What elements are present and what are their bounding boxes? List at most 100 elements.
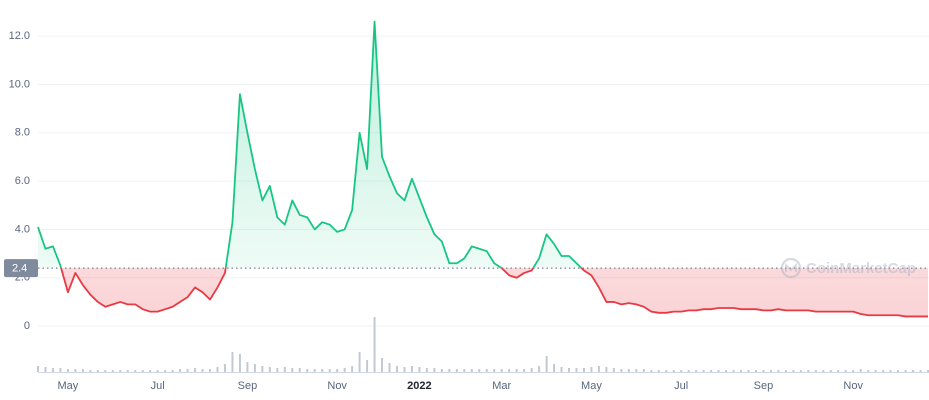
volume-bar [493, 369, 496, 372]
volume-bar [321, 369, 324, 372]
volume-bar [605, 367, 608, 372]
volume-bar [695, 370, 698, 372]
volume-bar [612, 368, 615, 372]
volume-bar [560, 367, 563, 372]
volume-bar [336, 369, 339, 372]
volume-bar [448, 369, 451, 372]
x-tick-label: Jul [151, 380, 165, 392]
volume-bar [725, 370, 728, 372]
volume-bar [149, 370, 152, 372]
volume-bar [366, 360, 369, 372]
y-tick-label: 12.0 [9, 30, 30, 42]
volume-bar [814, 370, 817, 372]
y-tick-label: 8.0 [15, 127, 30, 139]
volume-bar [388, 363, 391, 372]
volume-bar [784, 370, 787, 372]
volume-bar [874, 370, 877, 372]
area-down [61, 268, 928, 317]
volume-bar [59, 368, 62, 372]
volume-bar [51, 368, 54, 372]
volume-bar [381, 358, 384, 372]
volume-bar [276, 368, 279, 372]
volume-bar [904, 370, 907, 372]
volume-bar [792, 370, 795, 372]
volume-bar [283, 367, 286, 372]
volume-bar [111, 370, 114, 372]
volume-bar [568, 368, 571, 372]
x-tick-label: May [58, 380, 79, 392]
volume-bar [597, 366, 600, 372]
volume-bar [927, 370, 929, 372]
volume-bar [523, 369, 526, 372]
volume-bar [440, 369, 443, 372]
volume-bar [291, 368, 294, 372]
volume-bar [201, 369, 204, 372]
x-tick-label: 2022 [407, 380, 431, 392]
y-tick-label: 0 [24, 320, 30, 332]
volume-bar [687, 370, 690, 372]
volume-bar [837, 370, 840, 372]
volume-bar [530, 368, 533, 372]
volume-bar [238, 354, 241, 372]
volume-bar [508, 369, 511, 372]
volume-bar [403, 367, 406, 372]
volume-bar [912, 370, 915, 372]
volume-bar [822, 370, 825, 372]
volume-bar [672, 370, 675, 372]
volume-bar [590, 367, 593, 372]
x-tick-label: Mar [492, 380, 511, 392]
area-up [38, 21, 928, 269]
volume-bar [89, 370, 92, 372]
volume-bar [470, 369, 473, 372]
volume-bar [231, 352, 234, 372]
volume-bar [246, 362, 249, 372]
volume-bar [500, 369, 503, 372]
x-tick-label: Nov [327, 380, 347, 392]
volume-bar [119, 370, 122, 372]
volume-bar [66, 369, 69, 372]
volume-bar [126, 370, 129, 372]
volume-bar [433, 368, 436, 372]
volume-bar [216, 367, 219, 372]
volume-bar [96, 370, 99, 372]
volume-bar [657, 370, 660, 372]
volume-bar [553, 364, 556, 372]
volume-bar [268, 367, 271, 372]
volume-bar [194, 368, 197, 372]
volume-bar [747, 370, 750, 372]
volume-bar [171, 370, 174, 372]
baseline-label: 2.4 [12, 263, 27, 275]
volume-bar [261, 366, 264, 372]
volume-bar [777, 370, 780, 372]
volume-bar [298, 368, 301, 372]
y-tick-label: 10.0 [9, 78, 30, 90]
volume-bar [164, 370, 167, 372]
volume-bar [680, 370, 683, 372]
volume-bar [642, 369, 645, 372]
volume-bar [425, 368, 428, 372]
volume-bar [859, 369, 862, 372]
volume-bar [627, 369, 630, 372]
baseline-label-box [4, 259, 38, 278]
volume-bar [223, 364, 226, 372]
volume-bar [418, 367, 421, 372]
volume-bar [650, 370, 653, 372]
volume-bar [186, 369, 189, 372]
volume-bar [582, 368, 585, 372]
volume-bar [358, 352, 361, 372]
x-tick-label: Jul [674, 380, 688, 392]
volume-bar [665, 370, 668, 372]
volume-bar [455, 369, 458, 372]
volume-bar [313, 369, 316, 372]
y-tick-label: 6.0 [15, 175, 30, 187]
volume-bar [882, 370, 885, 372]
volume-bar [702, 370, 705, 372]
line-up [37, 20, 583, 269]
volume-bar [373, 317, 376, 372]
volume-bar [395, 366, 398, 372]
watermark-text: CoinMarketCap [806, 260, 916, 277]
volume-bar [919, 370, 922, 372]
volume-bar [156, 370, 159, 372]
volume-bar [134, 370, 137, 372]
